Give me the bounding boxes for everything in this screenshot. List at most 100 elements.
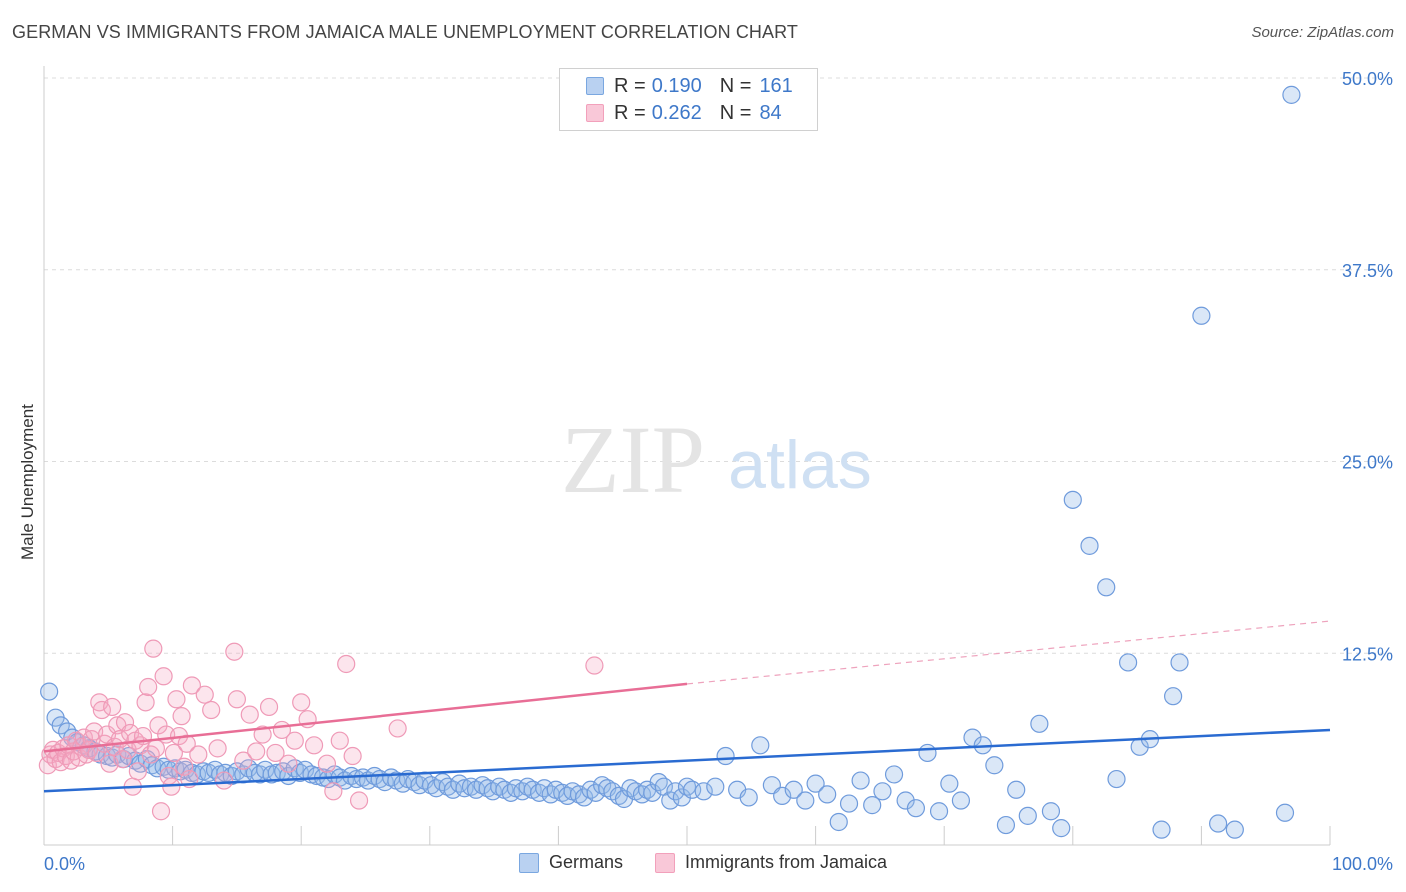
- jamaica-point: [285, 731, 304, 750]
- germans-point: [1282, 85, 1301, 104]
- legend-row-jamaica: R = 0.262 N = 84: [586, 101, 782, 125]
- jamaica-point: [317, 754, 337, 773]
- jamaica-point: [87, 743, 106, 763]
- germans-point: [985, 756, 1004, 775]
- germans-point: [851, 771, 870, 790]
- jamaica-point: [330, 731, 349, 750]
- trend-lines: [43, 620, 1331, 793]
- jamaica-point: [149, 716, 168, 735]
- y-tick-label: 37.5%: [1342, 261, 1393, 281]
- germans-trend-line: [43, 728, 1331, 793]
- germans-point: [643, 783, 662, 802]
- jamaica-point: [214, 771, 234, 790]
- jamaica-point: [164, 743, 183, 763]
- germans-point: [455, 779, 474, 798]
- germans-point: [940, 774, 959, 793]
- legend-item-jamaica: Immigrants from Jamaica: [654, 852, 888, 873]
- jamaica-point: [324, 782, 343, 801]
- germans-point: [863, 796, 882, 815]
- jamaica-point: [349, 791, 369, 810]
- germans-point: [951, 791, 971, 810]
- grid-lines: [44, 77, 1392, 654]
- germans-point: [996, 815, 1016, 835]
- germans-point: [829, 812, 848, 832]
- legend-r-value: 0.190: [651, 74, 702, 97]
- legend-item-germans: Germans: [518, 852, 623, 873]
- germans-point: [1118, 653, 1138, 672]
- legend-r-label: R =: [614, 74, 646, 97]
- jamaica-point: [167, 690, 186, 709]
- jamaica-point: [259, 697, 279, 717]
- source-label: Source: ZipAtlas.com: [1251, 24, 1394, 41]
- germans-point: [154, 757, 173, 776]
- germans-point: [483, 782, 502, 801]
- jamaica-point: [585, 656, 604, 675]
- legend-row-germans: R = 0.190 N = 161: [586, 74, 793, 98]
- series-legend: Germans Immigrants from Jamaica: [0, 852, 1406, 873]
- jamaica-point: [253, 725, 272, 744]
- jamaica-point: [292, 693, 311, 712]
- germans-point: [1052, 819, 1071, 838]
- jamaica-trend-line: [43, 682, 688, 753]
- germans-point: [1225, 820, 1244, 839]
- germans-point: [818, 785, 837, 804]
- watermark: ZIP atlas: [561, 406, 872, 513]
- germans-point: [773, 786, 792, 806]
- jamaica-point: [115, 713, 135, 732]
- legend-n-value: 161: [759, 74, 793, 97]
- jamaica-point: [189, 745, 208, 764]
- jamaica-point: [172, 707, 191, 726]
- x-tick-label: 100.0%: [1332, 854, 1393, 874]
- germans-point: [307, 766, 326, 786]
- germans-point: [694, 782, 713, 801]
- jamaica-point: [151, 802, 171, 821]
- legend-n-value: 84: [759, 101, 782, 124]
- germans-point: [796, 791, 815, 810]
- germans-point: [739, 788, 758, 807]
- germans-point: [1275, 803, 1295, 822]
- jamaica-point: [144, 639, 163, 658]
- jamaica-point: [139, 677, 158, 697]
- jamaica-point: [343, 746, 362, 766]
- jamaica-point: [240, 705, 259, 724]
- germans-point: [839, 794, 859, 813]
- tick-labels: 12.5% 25.0% 37.5% 50.0% 0.0% 100.0%: [44, 69, 1393, 874]
- jamaica-point: [103, 697, 122, 717]
- germans-point: [593, 776, 612, 795]
- legend-label-germans: Germans: [548, 852, 623, 872]
- germans-point: [1170, 653, 1189, 672]
- legend-swatch-germans: [586, 77, 604, 95]
- legend-label-jamaica: Immigrants from Jamaica: [684, 852, 888, 872]
- germans-point: [884, 765, 904, 784]
- y-tick-label: 12.5%: [1342, 644, 1393, 664]
- jamaica-point: [128, 762, 147, 781]
- jamaica-point: [182, 676, 201, 695]
- germans-point: [661, 791, 680, 810]
- jamaica-point: [202, 700, 221, 720]
- jamaica-point: [266, 743, 285, 763]
- germans-point: [716, 746, 735, 766]
- germans-point: [677, 777, 697, 796]
- germans-point: [706, 777, 725, 796]
- germans-point: [906, 799, 926, 818]
- germans-point: [1030, 714, 1049, 733]
- chart-title: GERMAN VS IMMIGRANTS FROM JAMAICA MALE U…: [12, 22, 798, 42]
- germans-point: [1152, 820, 1171, 839]
- jamaica-point: [113, 749, 132, 769]
- germans-point: [683, 780, 702, 799]
- germans-point: [918, 743, 937, 763]
- germans-point: [1080, 536, 1099, 555]
- legend-r-label: R =: [614, 101, 646, 124]
- germans-point: [1209, 814, 1228, 833]
- legend-n-label: N =: [719, 74, 752, 97]
- germans-point: [1041, 802, 1061, 821]
- y-axis-label: Male Unemployment: [18, 404, 37, 560]
- germans-point: [40, 682, 59, 701]
- germans-point: [256, 760, 275, 779]
- jamaica-point: [195, 685, 214, 704]
- legend-swatch-germans: [518, 852, 539, 873]
- jamaica-point: [247, 742, 266, 761]
- germans-points: [40, 85, 1301, 839]
- axes: [43, 66, 1331, 846]
